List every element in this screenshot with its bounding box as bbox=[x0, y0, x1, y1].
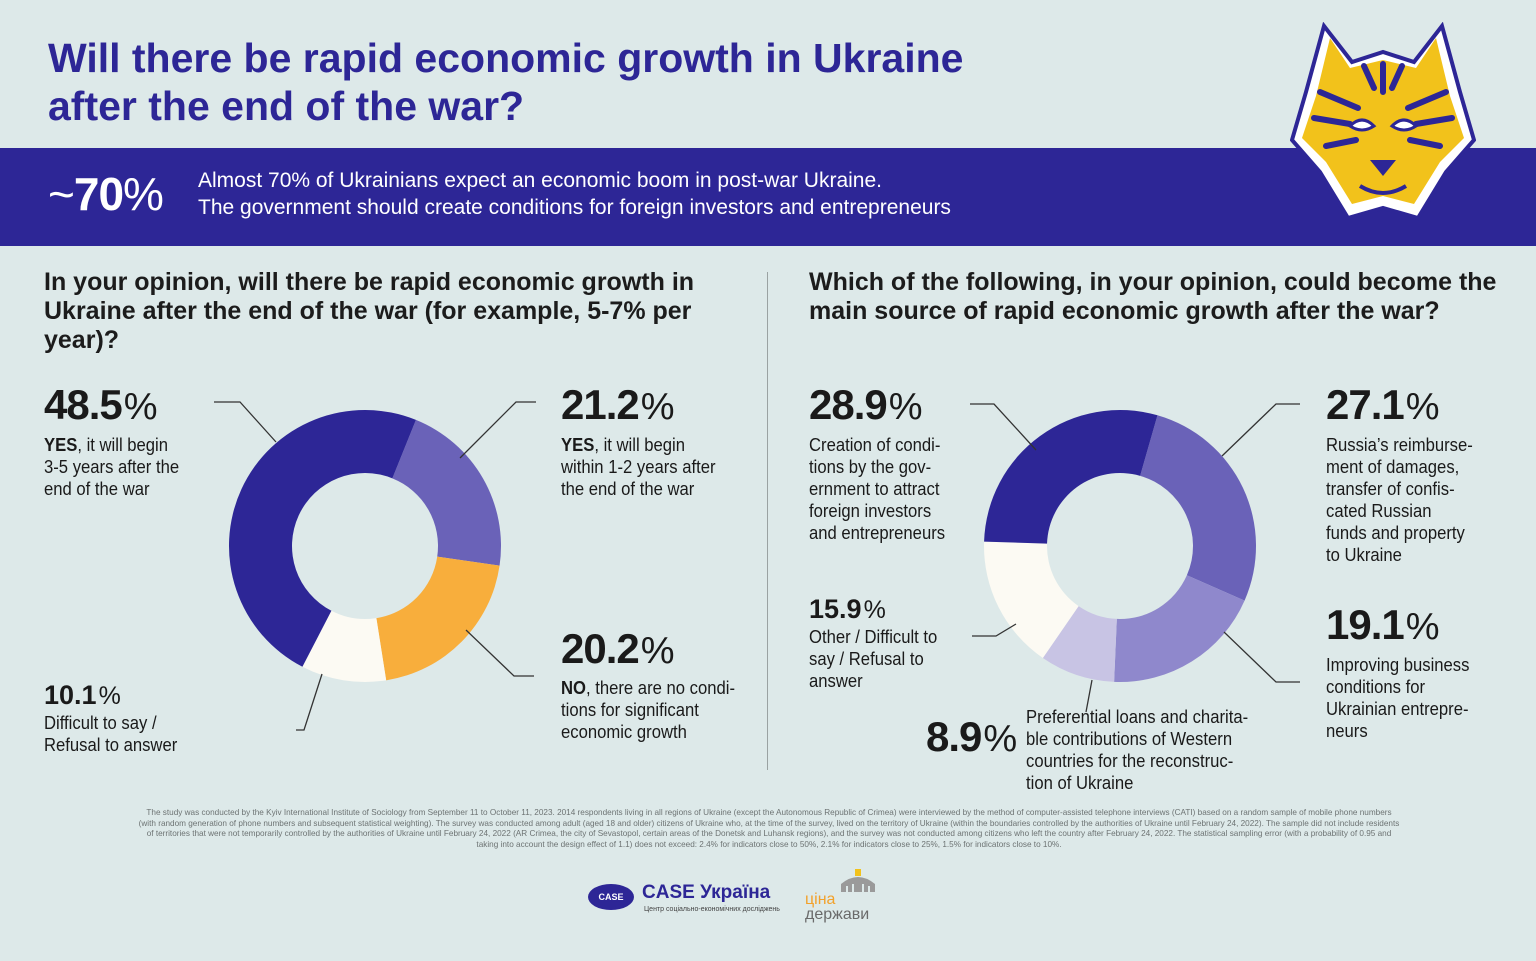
donut-growth-slice-4 bbox=[229, 410, 416, 667]
donut-sources-slice-5 bbox=[984, 410, 1158, 544]
value-difficult: 10.1% bbox=[44, 680, 121, 710]
highlight-percentage: ~70% bbox=[48, 166, 164, 222]
text-yes35: YES, it will begin 3-5 years after the e… bbox=[44, 434, 180, 499]
leader-line-yes35 bbox=[214, 401, 277, 443]
tilde: ~ bbox=[48, 168, 75, 220]
text-other: Other / Difficult to say / Refusal to an… bbox=[809, 626, 938, 691]
value-other: 15.9% bbox=[809, 594, 886, 624]
left-question: In your opinion, will there be rapid eco… bbox=[44, 268, 695, 354]
value-creation: 28.9% bbox=[809, 381, 923, 429]
leader-lines bbox=[214, 401, 1300, 731]
donut-sources-slice-2 bbox=[1114, 575, 1245, 682]
highlight-sign: % bbox=[123, 168, 164, 220]
highlight-value: 70 bbox=[73, 168, 124, 220]
label-russia: 27.1% Russia’s reimburse- ment of damage… bbox=[1326, 382, 1489, 566]
leader-line-yes12 bbox=[459, 401, 536, 459]
methodology-footnote: The study was conducted by the Kyiv Inte… bbox=[138, 808, 1400, 849]
leader-line-no bbox=[465, 629, 534, 677]
building-dome-icon bbox=[841, 869, 875, 892]
donut-chart-sources bbox=[984, 410, 1256, 682]
label-other: 15.9% Other / Difficult to say / Refusal… bbox=[809, 594, 952, 692]
right-question: Which of the following, in your opinion,… bbox=[809, 268, 1497, 325]
tiger-logo-icon bbox=[1290, 22, 1476, 221]
donut-sources-slice-3 bbox=[1042, 606, 1117, 682]
donut-sources-slice-1 bbox=[1140, 415, 1256, 601]
text-creation: Creation of condi- tions by the gov- ern… bbox=[809, 434, 946, 543]
page-title: Will there be rapid economic growth in U… bbox=[48, 34, 1248, 130]
leader-line-creation bbox=[970, 403, 1037, 451]
donut-chart-growth bbox=[229, 410, 501, 682]
section-divider bbox=[767, 272, 768, 770]
label-no: 20.2% NO, there are no condi- tions for … bbox=[561, 626, 754, 743]
value-russia: 27.1% bbox=[1326, 381, 1440, 429]
label-yes35: 48.5% YES, it will begin 3-5 years after… bbox=[44, 382, 194, 500]
leader-line-other bbox=[972, 623, 1017, 637]
value-no: 20.2% bbox=[561, 625, 675, 673]
text-russia: Russia’s reimburse- ment of damages, tra… bbox=[1326, 434, 1473, 565]
tsina-derzhavy-logo: ціна держави bbox=[805, 868, 895, 924]
label-creation: 28.9% Creation of condi- tions by the go… bbox=[809, 382, 960, 544]
label-improving: 19.1% Improving business conditions for … bbox=[1326, 602, 1485, 742]
leader-line-russia bbox=[1221, 403, 1300, 457]
leader-line-improving bbox=[1223, 631, 1300, 683]
donut-growth-slice-1 bbox=[392, 419, 501, 566]
donut-growth-slice-2 bbox=[376, 556, 500, 681]
label-yes12: 21.2% YES, it will begin within 1-2 year… bbox=[561, 382, 733, 500]
label-loans-value: 8.9% bbox=[926, 713, 1017, 762]
value-yes12: 21.2% bbox=[561, 381, 675, 429]
cina-logo-text: ціна держави bbox=[805, 891, 870, 923]
value-loans: 8.9% bbox=[926, 713, 1017, 761]
text-difficult: Difficult to say / Refusal to answer bbox=[44, 712, 178, 755]
case-oval-icon: CASE bbox=[588, 884, 634, 910]
leader-line-difficult bbox=[296, 673, 323, 731]
value-yes35: 48.5% bbox=[44, 381, 158, 429]
highlight-line-1: Almost 70% of Ukrainians expect an econo… bbox=[198, 169, 882, 192]
title-line-2: after the end of the war? bbox=[48, 83, 525, 129]
text-yes12: YES, it will begin within 1-2 years afte… bbox=[561, 434, 716, 499]
value-improving: 19.1% bbox=[1326, 601, 1440, 649]
case-logo-subtitle: Центр соціально-економічних досліджень bbox=[644, 906, 780, 913]
title-line-1: Will there be rapid economic growth in U… bbox=[48, 35, 964, 81]
donut-sources-slice-4 bbox=[984, 541, 1079, 659]
highlight-band bbox=[0, 148, 1536, 246]
label-difficult: 10.1% Difficult to say / Refusal to answ… bbox=[44, 680, 192, 756]
donut-growth-slice-3 bbox=[302, 610, 387, 682]
highlight-line-2: The government should create conditions … bbox=[198, 196, 951, 219]
text-improving: Improving business conditions for Ukrain… bbox=[1326, 654, 1470, 741]
text-no: NO, there are no condi- tions for signif… bbox=[561, 677, 735, 742]
highlight-text: Almost 70% of Ukrainians expect an econo… bbox=[198, 167, 951, 221]
text-loans: Preferential loans and charita- ble cont… bbox=[1026, 706, 1249, 793]
leader-line-loans bbox=[1085, 679, 1093, 713]
case-logo-name: CASE Україна bbox=[642, 882, 771, 903]
